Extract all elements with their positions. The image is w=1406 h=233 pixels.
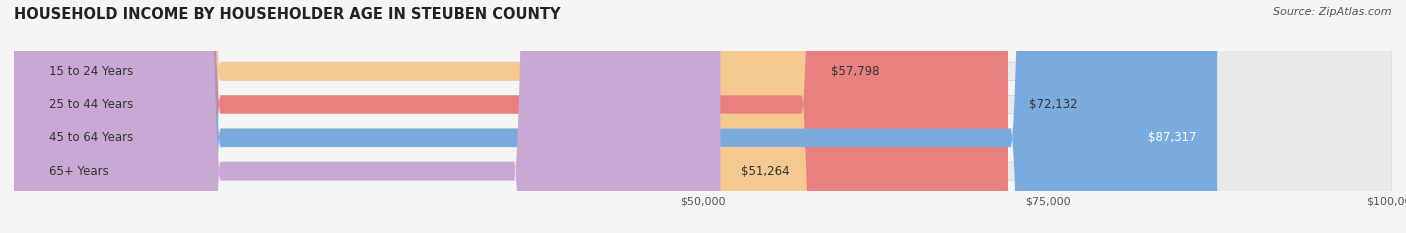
- FancyBboxPatch shape: [14, 0, 720, 233]
- Text: $51,264: $51,264: [741, 164, 790, 178]
- Text: 45 to 64 Years: 45 to 64 Years: [48, 131, 132, 144]
- FancyBboxPatch shape: [14, 0, 1392, 233]
- Text: 65+ Years: 65+ Years: [48, 164, 108, 178]
- FancyBboxPatch shape: [14, 0, 1008, 233]
- FancyBboxPatch shape: [14, 0, 810, 233]
- Text: $57,798: $57,798: [831, 65, 880, 78]
- FancyBboxPatch shape: [14, 0, 1218, 233]
- FancyBboxPatch shape: [14, 0, 1392, 233]
- FancyBboxPatch shape: [14, 0, 1392, 233]
- Text: HOUSEHOLD INCOME BY HOUSEHOLDER AGE IN STEUBEN COUNTY: HOUSEHOLD INCOME BY HOUSEHOLDER AGE IN S…: [14, 7, 561, 22]
- Text: 15 to 24 Years: 15 to 24 Years: [48, 65, 132, 78]
- Text: $72,132: $72,132: [1029, 98, 1077, 111]
- FancyBboxPatch shape: [14, 0, 1392, 233]
- Text: 25 to 44 Years: 25 to 44 Years: [48, 98, 132, 111]
- Text: Source: ZipAtlas.com: Source: ZipAtlas.com: [1274, 7, 1392, 17]
- Text: $87,317: $87,317: [1149, 131, 1197, 144]
